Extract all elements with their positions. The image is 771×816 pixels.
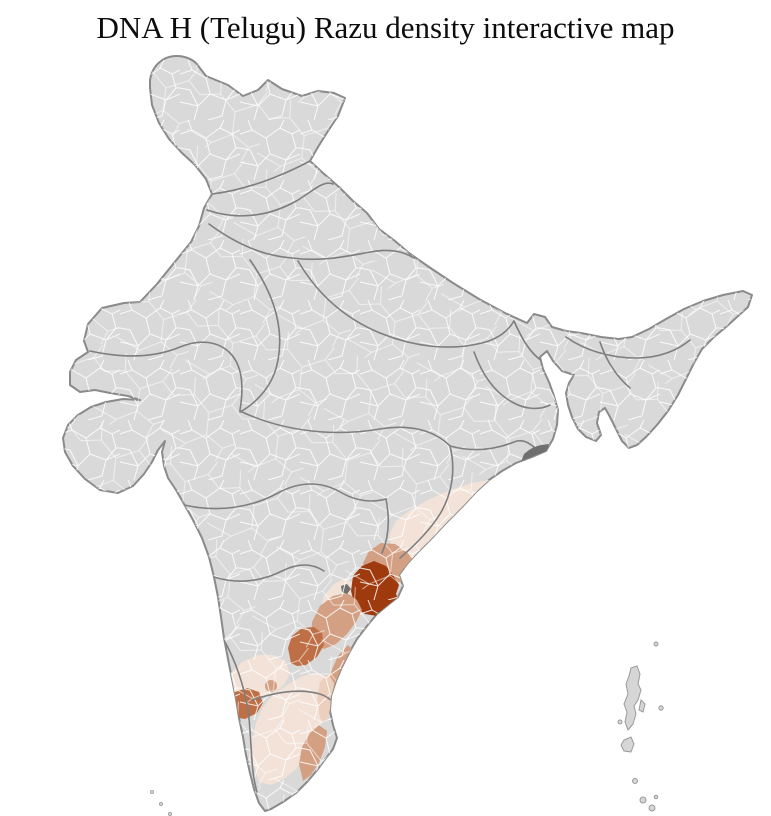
lakshadweep-islands[interactable]: [149, 790, 172, 816]
kutch-marsh: [48, 409, 63, 423]
page-title: DNA H (Telugu) Razu density interactive …: [96, 10, 675, 45]
india-mainland[interactable]: [62, 54, 753, 812]
region-small-round-district[interactable]: [265, 680, 277, 692]
andaman-nicobar-islands[interactable]: [617, 641, 664, 812]
